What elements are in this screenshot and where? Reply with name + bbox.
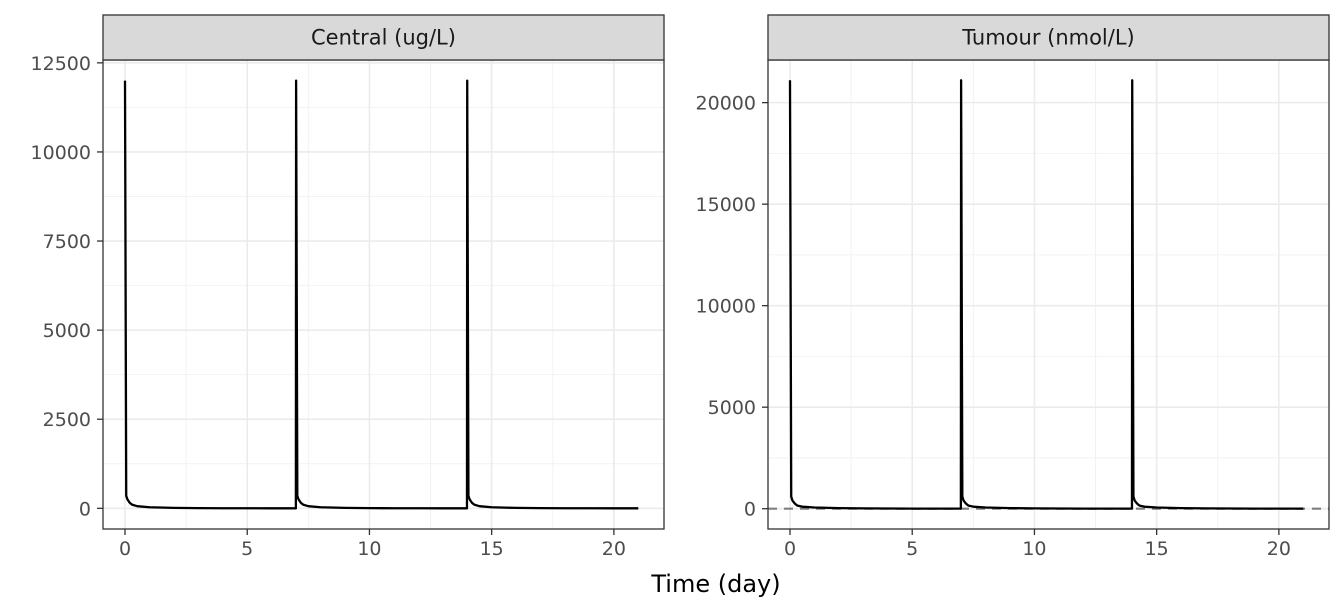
x-axis-title: Time (day): [650, 570, 780, 598]
x-tick-label: 5: [906, 538, 918, 560]
y-tick-label: 12500: [31, 53, 91, 75]
facet-strip-label: Central (ug/L): [311, 26, 456, 50]
x-tick-label: 20: [602, 538, 626, 560]
x-tick-label: 20: [1267, 538, 1291, 560]
x-tick-label: 0: [119, 538, 131, 560]
y-tick-label: 10000: [31, 142, 91, 164]
facet-strip-label: Tumour (nmol/L): [961, 26, 1134, 50]
series-line-1: [123, 79, 639, 510]
x-tick-label: 10: [357, 538, 381, 560]
facet-strip: [102, 14, 665, 61]
y-tick-label: 0: [744, 499, 756, 521]
facet-panel-2: Tumour (nmol/L) 0 5000 10000 15000 20000 0 5 10 1…: [696, 14, 1330, 560]
y-tick-label: 5000: [43, 320, 91, 342]
x-tick-label: 0: [784, 538, 796, 560]
facet-strip: [767, 14, 1330, 61]
y-tick-label: 15000: [696, 194, 756, 216]
panel-background: [103, 60, 664, 529]
y-tick-label: 10000: [696, 296, 756, 318]
y-tick-label: 20000: [696, 93, 756, 115]
x-tick-label: 15: [1145, 538, 1169, 560]
series-line-1: [788, 79, 1304, 510]
x-tick-label: 10: [1022, 538, 1046, 560]
y-tick-label: 0: [79, 498, 91, 520]
y-tick-label: 7500: [43, 231, 91, 253]
facet-panel-1: Central (ug/L) 0 2500 5000 7500 10000 12500 0 5 1…: [31, 14, 665, 560]
y-tick-label: 5000: [708, 397, 756, 419]
y-tick-label: 2500: [43, 409, 91, 431]
panel-background: [768, 60, 1329, 529]
x-tick-label: 15: [480, 538, 504, 560]
x-tick-label: 5: [241, 538, 253, 560]
